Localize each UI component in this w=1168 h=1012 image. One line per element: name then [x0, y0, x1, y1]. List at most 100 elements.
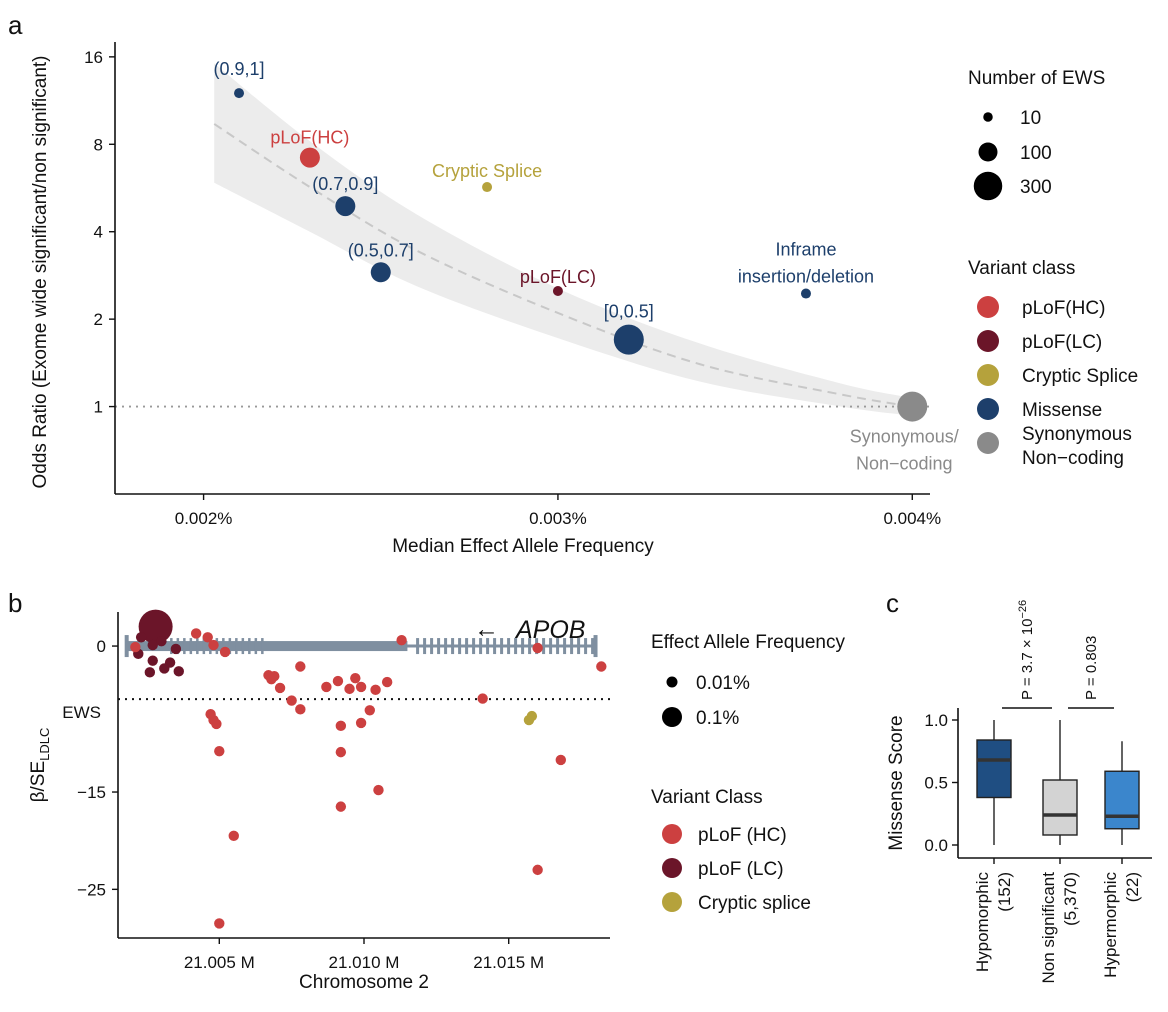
category-label: Hypermorphic (22)	[1101, 872, 1142, 978]
point-synonymous	[897, 391, 928, 422]
point-pLoF_LC	[170, 643, 182, 655]
p-value-label: P = 3.7 × 10−26	[1017, 600, 1036, 700]
point-label: Cryptic Splice	[432, 161, 542, 181]
point-label: [0,0.5]	[604, 302, 654, 322]
point-pLoF_HC	[335, 801, 347, 812]
legend-class-label: pLoF(LC)	[1022, 332, 1102, 353]
point-pLoF_HC	[355, 717, 367, 729]
panel-c: 0.0 0.5 1.0 Hypomorphic (152) Non significan…	[886, 600, 1152, 984]
point-missense	[370, 262, 391, 283]
gene-exon	[228, 638, 232, 655]
category-name: Hypomorphic	[973, 872, 992, 973]
ews-label: EWS	[62, 703, 101, 722]
axes: 0 −15 −25 21.005 M 21.010 M 21.015 M	[77, 612, 610, 972]
gene-exon	[202, 638, 206, 655]
legend: Effect Allele Frequency Variant Class 0.…	[651, 632, 845, 914]
data-points	[130, 609, 607, 929]
legend-class-dot	[977, 330, 999, 352]
legend-size-dot	[983, 112, 993, 122]
point-pLoF_HC	[214, 918, 225, 929]
legend-size-dot	[662, 707, 682, 727]
significance-brackets: P = 3.7 × 10−26 P = 0.803	[1002, 600, 1114, 709]
p-value-exponent: −26	[1017, 600, 1029, 619]
y-axis-title: Missense Score	[886, 715, 907, 850]
p-value-label: P = 0.803	[1083, 636, 1100, 700]
point-pLoF_HC	[373, 784, 384, 796]
gene-exon	[248, 638, 251, 655]
point-pLoF_HC	[477, 693, 488, 704]
panel-a: 1 2 4 8 16 0.002% 0.003% 0.004% (0.9,1] pLoF(HC)…	[30, 42, 1138, 557]
legend-class-label: Cryptic Splice	[1022, 366, 1138, 387]
point-pLoF_HC	[355, 681, 367, 693]
y-tick-label: 1	[94, 398, 103, 417]
point-pLoF_HC	[321, 681, 332, 693]
point-pLoF_LC	[173, 666, 184, 677]
point-pLoF_HC	[269, 671, 280, 682]
p-value-text: P = 3.7 × 10	[1019, 619, 1036, 700]
y-tick-label: 0.0	[924, 836, 948, 855]
panel-letter-c: c	[886, 588, 899, 618]
point-label: pLoF(LC)	[520, 267, 596, 287]
point-cryptic	[482, 182, 493, 193]
box	[1042, 779, 1078, 836]
point-pLoF_HC	[555, 754, 566, 766]
p-value-text: P = 0.803	[1083, 636, 1100, 700]
y-tick-label: 2	[94, 310, 103, 329]
y-tick-label: 0.5	[924, 774, 948, 793]
point-labels: (0.9,1] pLoF(HC) Cryptic Splice (0.7,0.9] (0…	[214, 59, 959, 473]
legend: Number of EWS Variant class 10 100 300 pLoF…	[968, 68, 1138, 469]
y-axis-title: Odds Ratio (Exome wide significant/non s…	[30, 56, 51, 489]
gene-exon	[591, 638, 595, 655]
point-missense	[335, 196, 356, 217]
legend-class-dot	[977, 296, 999, 318]
point-missense	[234, 88, 245, 99]
gene-exon	[507, 638, 511, 655]
box	[1104, 770, 1140, 830]
point-pLoF_HC	[335, 720, 347, 732]
gene-exon	[549, 638, 553, 655]
point-pLoF_LC	[156, 635, 167, 647]
gene-exon	[451, 638, 455, 655]
legend-class-label: pLoF (LC)	[698, 859, 784, 880]
point-label: Inframe	[775, 240, 836, 260]
point-pLoF_HC	[350, 672, 361, 684]
legend-class-dot	[977, 364, 999, 386]
x-tick-label: 0.002%	[175, 509, 233, 528]
point-pLoF_LC	[147, 655, 158, 666]
panel-letter-a: a	[8, 10, 23, 40]
y-tick-label: 1.0	[924, 711, 948, 730]
legend-class-dot	[977, 398, 999, 420]
legend-size-label: 0.01%	[696, 673, 750, 694]
gene-exon-block	[126, 641, 408, 652]
legend-class-label: Missense	[1022, 400, 1102, 421]
point-pLoF_HC	[228, 830, 239, 842]
legend-size-dot	[973, 171, 1003, 201]
category-name: Non significant	[1039, 872, 1058, 984]
point-pLoF_LC	[144, 667, 156, 678]
panel-letter-b: b	[8, 588, 22, 618]
category-count: (22)	[1123, 872, 1142, 902]
legend-size-dot	[666, 676, 678, 688]
axes: 0.0 0.5 1.0	[924, 708, 1152, 859]
point-missense	[613, 324, 644, 355]
legend-size-label: 10	[1020, 108, 1041, 129]
fit-line	[213, 123, 913, 408]
point-pLoF_HC	[190, 628, 202, 639]
point-pLoF_LC	[135, 632, 147, 643]
legend-class-dot	[662, 858, 682, 878]
gene-name: APOB	[514, 616, 585, 644]
gene-exon	[465, 638, 469, 655]
point-pLoF_HC	[596, 661, 607, 672]
y-tick-label: 0	[97, 637, 106, 656]
x-tick-label: 21.005 M	[184, 953, 255, 972]
gene-end-cap	[593, 635, 598, 658]
gene-exon	[222, 638, 225, 655]
gene-exon	[521, 638, 525, 655]
confidence-band	[214, 63, 913, 416]
gene-exon	[493, 638, 497, 655]
point-pLoF_HC	[295, 661, 306, 672]
y-tick-label: 8	[94, 135, 103, 154]
y-axis-title: β/SELDLC	[28, 728, 52, 803]
point-pLoF_HC	[274, 682, 286, 694]
